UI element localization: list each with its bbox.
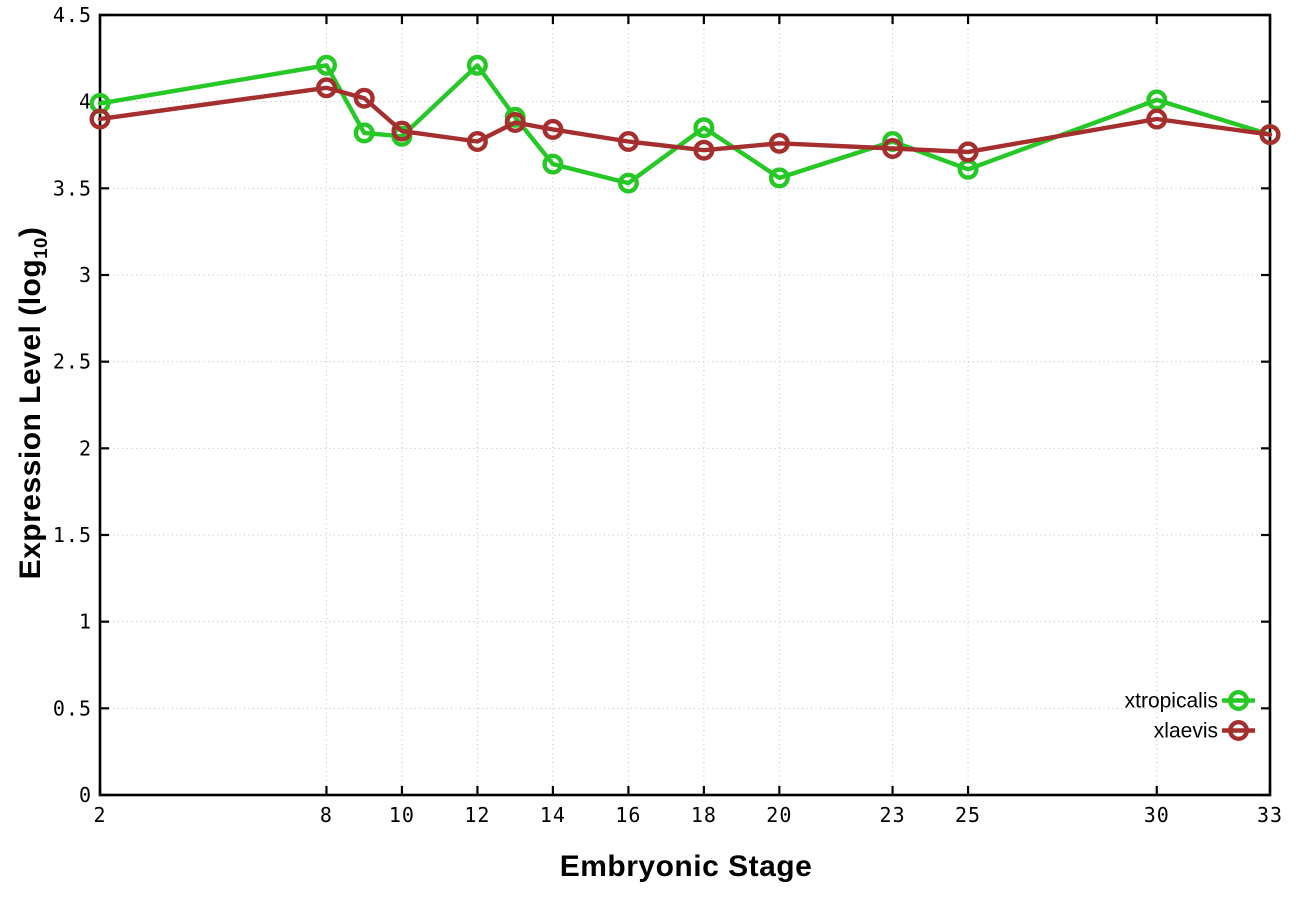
y-tick-label-4.5: 4.5 xyxy=(53,3,92,27)
data-point-xlaevis-stage-8 xyxy=(316,77,338,99)
data-point-xlaevis-stage-10 xyxy=(391,120,413,142)
data-point-xtropicalis-stage-20 xyxy=(768,167,790,189)
data-point-xlaevis-stage-33 xyxy=(1259,124,1281,146)
data-point-xlaevis-stage-18 xyxy=(693,139,715,161)
x-tick-label-23: 23 xyxy=(880,803,906,827)
data-point-xtropicalis-stage-18 xyxy=(693,117,715,139)
legend-label-xlaevis: xlaevis xyxy=(1154,720,1218,743)
data-point-xlaevis-stage-9 xyxy=(353,87,375,109)
data-point-xtropicalis-stage-12 xyxy=(466,54,488,76)
y-axis-title-text: Expression Level (log xyxy=(14,258,47,580)
data-point-xlaevis-stage-16 xyxy=(617,130,639,152)
y-tick-label-2.5: 2.5 xyxy=(53,350,92,374)
y-tick-label-3.5: 3.5 xyxy=(53,176,92,200)
data-point-xlaevis-stage-13 xyxy=(504,111,526,133)
y-tick-label-2: 2 xyxy=(79,436,92,460)
x-tick-label-8: 8 xyxy=(320,803,333,827)
legend-point-sample-xtropicalis xyxy=(1227,690,1249,712)
data-point-xlaevis-stage-14 xyxy=(542,118,564,140)
data-point-xtropicalis-stage-16 xyxy=(617,172,639,194)
y-tick-label-1.5: 1.5 xyxy=(53,523,92,547)
x-tick-label-2: 2 xyxy=(93,803,106,827)
x-tick-label-25: 25 xyxy=(955,803,981,827)
legend-point-sample-xlaevis xyxy=(1227,720,1249,742)
series-line-xtropicalis xyxy=(97,63,1273,186)
y-axis-title: Expression Level (log10) xyxy=(14,227,52,580)
x-tick-label-14: 14 xyxy=(540,803,566,827)
y-tick-label-0: 0 xyxy=(79,783,92,807)
x-tick-label-10: 10 xyxy=(389,803,415,827)
x-tick-label-12: 12 xyxy=(464,803,490,827)
y-axis-title-suffix: ) xyxy=(14,226,47,238)
data-point-xtropicalis-stage-30 xyxy=(1146,89,1168,111)
data-point-xlaevis-stage-30 xyxy=(1146,108,1168,130)
data-point-xtropicalis-stage-8 xyxy=(316,54,338,76)
x-axis-title: Embryonic Stage xyxy=(559,850,813,883)
legend-label-xtropicalis: xtropicalis xyxy=(1125,690,1218,713)
x-tick-label-20: 20 xyxy=(766,803,792,827)
x-tick-label-18: 18 xyxy=(691,803,717,827)
data-point-xlaevis-stage-2 xyxy=(89,108,111,130)
plot-border xyxy=(98,13,1272,797)
x-tick-label-33: 33 xyxy=(1257,803,1283,827)
y-axis-title-subscript: 10 xyxy=(30,237,51,259)
data-point-xlaevis-stage-23 xyxy=(882,137,904,159)
y-tick-label-1: 1 xyxy=(79,610,92,634)
y-tick-label-4: 4 xyxy=(79,90,92,114)
data-point-xlaevis-stage-25 xyxy=(957,141,979,163)
data-point-xtropicalis-stage-14 xyxy=(542,153,564,175)
x-tick-label-16: 16 xyxy=(615,803,641,827)
y-tick-label-3: 3 xyxy=(79,263,92,287)
y-tick-label-0.5: 0.5 xyxy=(53,696,92,720)
data-point-xtropicalis-stage-9 xyxy=(353,122,375,144)
data-point-xlaevis-stage-20 xyxy=(768,132,790,154)
data-point-xlaevis-stage-12 xyxy=(466,130,488,152)
x-tick-label-30: 30 xyxy=(1144,803,1170,827)
